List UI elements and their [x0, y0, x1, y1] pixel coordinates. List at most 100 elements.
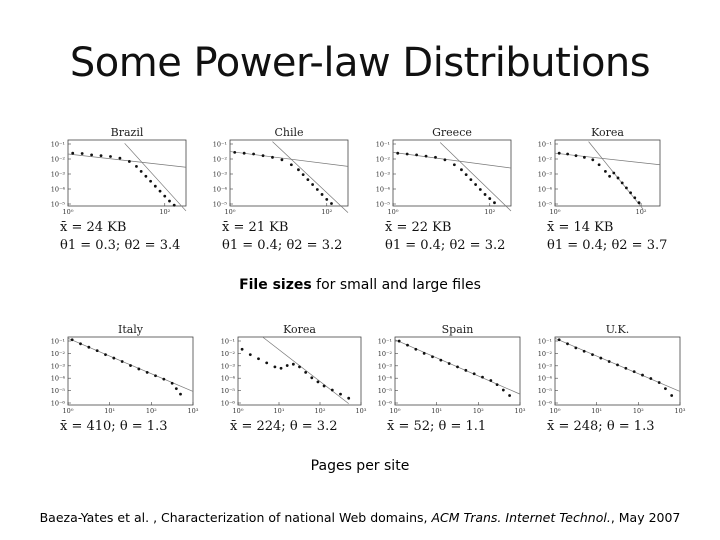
plot-frame [67, 139, 187, 207]
x-tick-label: 10⁰ [233, 407, 244, 415]
fit-line [392, 152, 512, 169]
x-tick-label: 10³ [515, 407, 526, 415]
data-point [431, 355, 434, 359]
data-point [330, 388, 334, 392]
data-point [285, 364, 289, 367]
data-point [330, 202, 333, 205]
data-point [154, 374, 157, 378]
stat-line-1: x̄ = 410; θ = 1.3 [60, 419, 167, 434]
x-tick-label: 10³ [356, 407, 367, 415]
y-tick-label: 10⁻¹ [378, 338, 393, 346]
data-point [616, 176, 620, 180]
x-tick-label: 10¹ [274, 407, 285, 415]
data-point [612, 171, 616, 175]
x-tick-label: 10² [321, 208, 332, 216]
y-tick-label: 10⁻⁴ [51, 375, 66, 383]
data-point [162, 377, 166, 381]
x-tick-label: 10² [473, 407, 484, 415]
data-point [493, 201, 496, 205]
data-point [396, 151, 400, 155]
data-point [574, 154, 578, 158]
stat-line-1: x̄ = 248; θ = 1.3 [547, 419, 654, 434]
caption-file-sizes: File sizes for small and large files [0, 277, 720, 293]
data-point [252, 152, 256, 156]
data-point [629, 191, 632, 195]
y-tick-label: 10⁻⁶ [378, 400, 393, 408]
citation-journal: ACM Trans. Internet Technol. [431, 510, 611, 525]
y-tick-label: 10⁻³ [538, 171, 553, 179]
data-point [149, 179, 153, 183]
data-point [90, 153, 93, 157]
data-point [316, 380, 320, 384]
data-point [99, 154, 103, 158]
slide-title: Some Power-law Distributions [69, 40, 651, 86]
data-point [452, 163, 456, 167]
y-tick-label: 10⁻² [378, 350, 393, 358]
y-tick-label: 10⁻¹ [538, 338, 553, 346]
x-tick-label: 10³ [188, 407, 199, 415]
data-point [280, 158, 284, 162]
data-point [80, 152, 84, 155]
data-point [135, 165, 138, 168]
data-point [625, 186, 628, 190]
data-point [566, 342, 569, 346]
chart-title: Italy [118, 323, 144, 336]
data-point [298, 365, 301, 369]
data-point [478, 188, 482, 191]
y-tick-label: 10⁻⁴ [376, 186, 391, 194]
y-tick-label: 10⁻⁵ [221, 387, 236, 395]
fit-line [67, 153, 187, 168]
y-tick-label: 10⁻⁵ [376, 201, 391, 209]
plot-frame [554, 336, 681, 406]
y-tick-label: 10⁻⁵ [538, 201, 553, 209]
data-point [604, 169, 607, 173]
x-tick-label: 10⁰ [63, 407, 74, 415]
data-point [607, 360, 611, 363]
y-tick-label: 10⁻⁶ [221, 400, 236, 408]
data-point [137, 367, 141, 371]
data-point [456, 365, 459, 369]
data-point [339, 392, 342, 396]
fit-line [229, 151, 349, 167]
data-point [637, 201, 641, 205]
data-point [422, 351, 426, 355]
data-point [71, 151, 75, 155]
caption-rest: for small and large files [311, 277, 481, 293]
y-tick-label: 10⁻² [221, 350, 236, 358]
stat-line-1: x̄ = 224; θ = 3.2 [230, 419, 337, 434]
data-point [242, 151, 246, 155]
y-tick-label: 10⁻⁴ [538, 375, 553, 383]
plot-frame [554, 139, 661, 207]
x-tick-label: 10² [159, 208, 170, 216]
data-point [347, 396, 351, 400]
data-point [620, 181, 624, 185]
data-point [616, 363, 619, 367]
y-tick-label: 10⁻² [376, 156, 391, 164]
data-point [153, 184, 157, 188]
data-point [70, 338, 74, 342]
x-tick-label: 10² [636, 208, 647, 216]
data-point [608, 174, 611, 178]
fit-line [124, 143, 187, 212]
data-point [322, 384, 326, 388]
x-tick-label: 10² [484, 208, 495, 216]
data-point [434, 155, 437, 159]
fit-line [554, 152, 661, 166]
plot-frame [67, 336, 194, 406]
data-point [657, 381, 661, 384]
stat-line-2: θ1 = 0.4; θ2 = 3.2 [222, 238, 342, 253]
x-tick-label: 10¹ [431, 407, 442, 415]
data-point [261, 154, 265, 158]
data-point [163, 194, 167, 198]
stat-line-2: θ1 = 0.4; θ2 = 3.7 [547, 238, 667, 253]
data-point [641, 373, 644, 377]
data-point [104, 353, 107, 357]
data-point [415, 153, 418, 157]
chart-title: Chile [274, 126, 303, 139]
citation-authors: Baeza-Yates et al. , Characterization of… [39, 510, 432, 525]
data-point [566, 152, 569, 156]
data-point [582, 349, 586, 353]
data-point [95, 349, 99, 352]
data-point [574, 346, 578, 350]
data-point [158, 189, 162, 193]
